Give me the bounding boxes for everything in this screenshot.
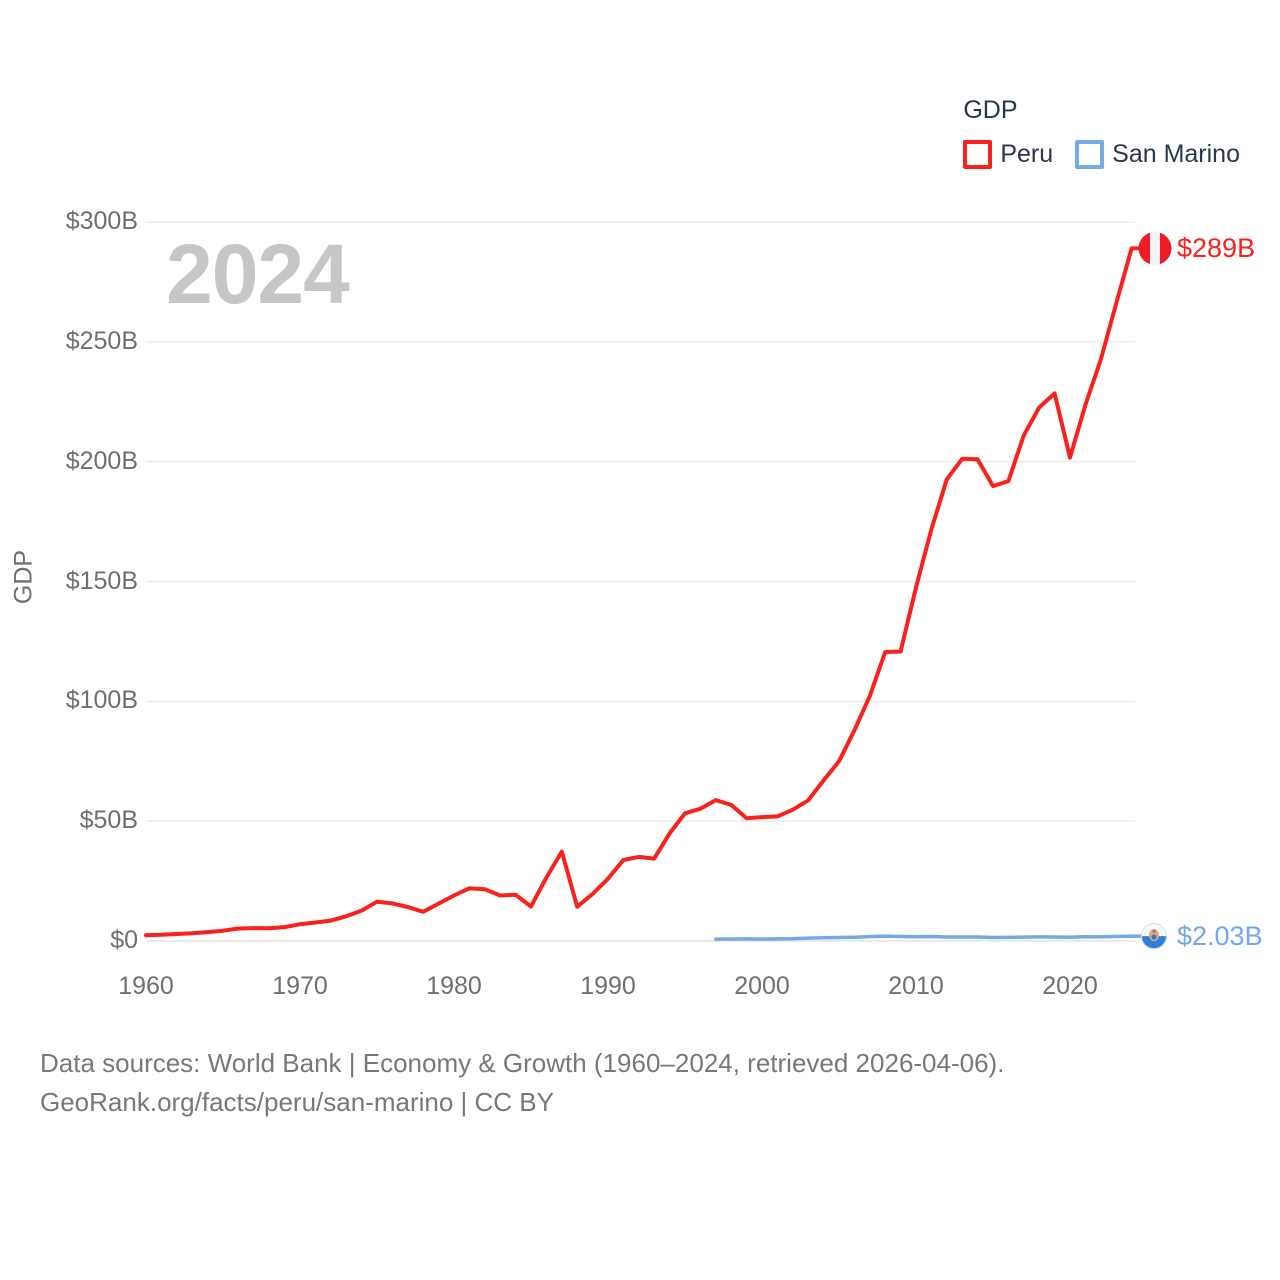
legend-items: Peru San Marino <box>963 140 1240 169</box>
y-tick-label: $50B <box>79 806 138 835</box>
san-marino-line <box>714 934 1145 941</box>
peru-line <box>144 246 1145 938</box>
peru-end-value-label: $289B <box>1177 233 1256 264</box>
legend-item-san-marino[interactable]: San Marino <box>1075 140 1240 169</box>
x-tick-label: 1970 <box>272 972 328 1000</box>
y-tick-label: $150B <box>65 566 138 595</box>
x-tick-label: 2010 <box>888 972 944 1000</box>
data-sources-line: Data sources: World Bank | Economy & Gro… <box>40 1048 1005 1078</box>
x-tick-label: 1990 <box>580 972 636 1000</box>
san-marino-end-value-label: $2.03B <box>1177 921 1263 952</box>
san-marino-series-checkbox[interactable] <box>1075 140 1105 169</box>
y-tick-label: $100B <box>65 686 138 715</box>
y-tick-label: $200B <box>65 446 138 475</box>
chart-legend: GDP Peru San Marino <box>963 96 1240 169</box>
x-tick-label: 1980 <box>426 972 482 1000</box>
x-tick-label: 2020 <box>1042 972 1098 1000</box>
san-marino-flag-icon <box>1141 923 1167 950</box>
y-tick-label: $0 <box>110 926 138 954</box>
legend-label-san-marino: San Marino <box>1112 140 1240 168</box>
y-tick-label: $250B <box>65 326 138 355</box>
peru-flag-icon <box>1138 231 1172 265</box>
y-tick-label: $300B <box>65 207 138 235</box>
footer: Data sources: World Bank | Economy & Gro… <box>40 1044 1004 1122</box>
x-tick-label: 2000 <box>734 972 790 1000</box>
legend-label-peru: Peru <box>1000 140 1054 168</box>
peru-series-checkbox[interactable] <box>963 140 993 169</box>
legend-title: GDP <box>963 96 1018 124</box>
year-watermark: 2024 <box>166 227 350 321</box>
attribution-line: GeoRank.org/facts/peru/san-marino | CC B… <box>40 1087 554 1117</box>
legend-item-peru[interactable]: Peru <box>963 140 1053 169</box>
x-tick-label: 1960 <box>118 972 174 1000</box>
